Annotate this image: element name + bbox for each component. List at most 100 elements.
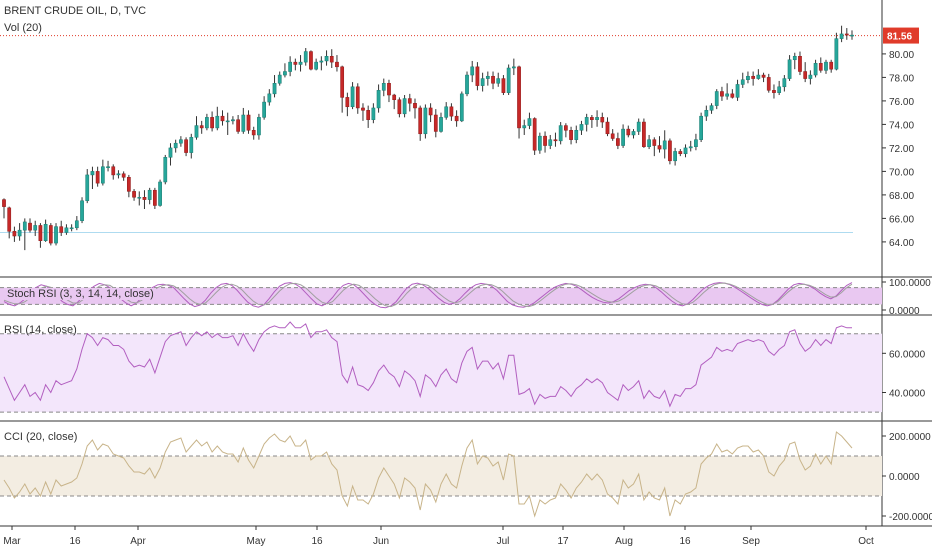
candle-body xyxy=(829,61,834,70)
candle-body xyxy=(844,33,849,36)
candle-body xyxy=(449,106,454,117)
time-tick-label: May xyxy=(247,536,266,547)
candle-body xyxy=(454,115,459,122)
candle-body xyxy=(824,61,828,71)
price-tick-label: 74.00 xyxy=(889,120,914,131)
candle-body xyxy=(428,107,433,116)
candle-body xyxy=(766,77,771,91)
candle-body xyxy=(631,131,636,136)
candle-body xyxy=(569,130,573,140)
candle-body xyxy=(283,71,287,76)
rsi-series-line xyxy=(3,321,852,408)
candle-body xyxy=(444,106,449,118)
chart-title: BRENT CRUDE OIL, D, TVC xyxy=(4,5,147,17)
candle-body xyxy=(834,38,839,70)
time-tick-label: 17 xyxy=(557,536,569,547)
candle-body xyxy=(532,118,537,151)
stoch-rsi-label: Stoch RSI (3, 3, 14, 14, close) xyxy=(5,288,156,300)
candle-body xyxy=(725,93,730,97)
candle-body xyxy=(694,139,698,147)
candle-body xyxy=(397,99,402,115)
candle-body xyxy=(126,177,131,192)
candle-body xyxy=(257,117,261,136)
candle-body xyxy=(756,74,761,79)
candle-body xyxy=(179,139,183,144)
candle-body xyxy=(491,75,495,84)
candle-body xyxy=(626,128,631,136)
candle-body xyxy=(574,130,579,140)
last-price-value: 81.56 xyxy=(887,32,912,43)
price-tick-label: 78.00 xyxy=(889,73,914,84)
candle-body xyxy=(168,147,173,158)
candle-body xyxy=(158,181,162,206)
candle-body xyxy=(366,110,371,120)
candle-body xyxy=(782,78,787,88)
candle-body xyxy=(142,197,147,200)
candle-body xyxy=(465,74,469,95)
candle-body xyxy=(470,66,475,76)
candle-body xyxy=(210,117,214,129)
candle-body xyxy=(657,145,662,150)
candle-body xyxy=(64,227,69,233)
candle-body xyxy=(95,171,100,184)
candle-body xyxy=(688,146,693,149)
candle-body xyxy=(543,135,547,146)
candle-body xyxy=(69,227,74,230)
candle-body xyxy=(371,107,376,120)
candle-body xyxy=(267,93,272,103)
candle-body xyxy=(579,124,584,131)
candle-body xyxy=(850,34,854,37)
candle-body xyxy=(205,117,209,129)
cci-series-line xyxy=(3,431,853,518)
time-tick-label: 16 xyxy=(69,536,81,547)
candle-body xyxy=(220,115,225,122)
candle-body xyxy=(621,128,625,146)
candle-body xyxy=(501,78,506,93)
time-tick-label: Mar xyxy=(3,536,21,547)
time-tick-label: 16 xyxy=(679,536,691,547)
candle-body xyxy=(387,83,391,96)
candle-body xyxy=(137,197,142,199)
price-tick-label: 76.00 xyxy=(889,97,914,108)
candle-body xyxy=(350,86,355,108)
rsi-tick-label: 60.0000 xyxy=(889,349,926,360)
cci-band xyxy=(0,456,882,496)
time-tick-label: Oct xyxy=(858,536,874,547)
candle-body xyxy=(683,147,688,155)
candle-body xyxy=(303,51,308,63)
stoch-rsi-tick-label: 100.0000 xyxy=(889,278,931,289)
candle-body xyxy=(262,101,266,118)
candle-body xyxy=(74,220,79,229)
price-tick-label: 64.00 xyxy=(889,238,914,249)
candle-body xyxy=(147,189,152,200)
candle-body xyxy=(480,78,485,86)
candle-body xyxy=(735,84,740,98)
candle-body xyxy=(787,59,792,79)
candle-body xyxy=(28,222,32,231)
candle-body xyxy=(777,86,782,93)
last-price-badge xyxy=(883,27,919,44)
candle-body xyxy=(236,119,240,132)
candle-body xyxy=(324,56,329,62)
candle-body xyxy=(199,125,204,129)
candle-body xyxy=(277,74,282,84)
candle-body xyxy=(184,139,188,153)
candle-body xyxy=(54,226,58,244)
candle-body xyxy=(714,91,719,106)
candle-body xyxy=(319,60,324,63)
candle-body xyxy=(475,66,480,86)
candle-body xyxy=(616,138,620,146)
candle-body xyxy=(678,151,683,155)
candle-body xyxy=(772,90,776,93)
candle-body xyxy=(100,166,105,184)
candle-body xyxy=(106,166,110,168)
candle-body xyxy=(418,107,423,135)
candle-body xyxy=(527,118,532,126)
candle-body xyxy=(553,139,558,142)
candle-body xyxy=(506,67,511,93)
candle-body xyxy=(12,231,17,237)
candle-body xyxy=(376,90,381,109)
candle-body xyxy=(215,115,220,129)
candle-body xyxy=(272,83,277,95)
